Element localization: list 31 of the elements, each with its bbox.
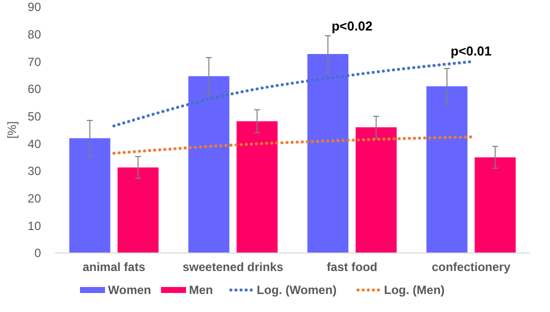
y-tick-label: 60 [28, 82, 42, 96]
bar [69, 138, 110, 253]
y-tick-label: 80 [28, 28, 42, 42]
legend-label: Men [189, 283, 213, 298]
x-tick-label: animal fats [82, 260, 146, 274]
line-series [112, 135, 473, 155]
y-tick-label: 10 [28, 218, 42, 233]
annotation: p<0.01 [450, 43, 492, 58]
y-tick-label: 90 [28, 0, 42, 14]
annotation: p<0.02 [332, 18, 372, 34]
bar [426, 86, 468, 253]
y-tick-label: 20 [28, 192, 42, 206]
y-tick-label: 30 [28, 164, 42, 178]
y-tick-label: 70 [28, 54, 42, 69]
bar [118, 167, 159, 253]
bar [356, 127, 397, 253]
x-tick-label: sweetened drinks [182, 260, 284, 274]
line-series [112, 60, 473, 128]
bar [236, 121, 278, 253]
bar [474, 157, 516, 253]
x-tick-label: fast food [326, 260, 378, 274]
legend-label: Log. (Men) [384, 283, 445, 298]
bar [307, 54, 348, 253]
legend-label: Women [108, 283, 152, 298]
y-axis-title: [%] [5, 121, 19, 139]
x-tick-label: confectionery [432, 260, 511, 274]
legend-label: Log. (Women) [256, 283, 337, 298]
y-tick-label: 50 [28, 110, 42, 124]
y-tick-label: 40 [28, 136, 42, 151]
y-tick-label: 0 [34, 246, 42, 260]
bar [188, 76, 230, 253]
